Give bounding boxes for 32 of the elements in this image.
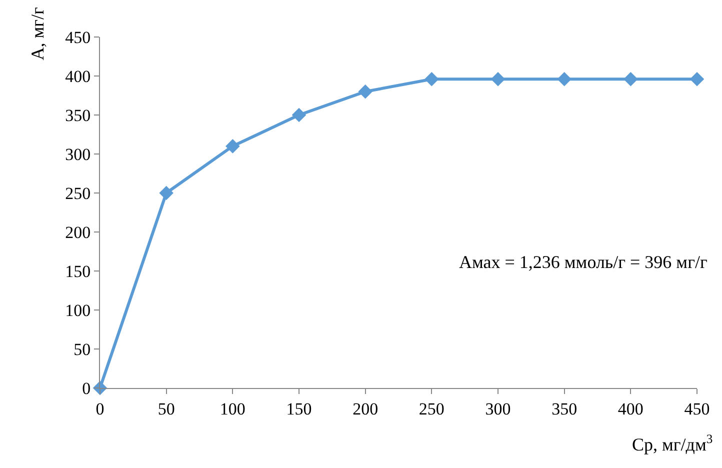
x-tick-label: 450 bbox=[684, 399, 710, 418]
y-tick-label: 50 bbox=[74, 340, 91, 359]
x-tick-label: 0 bbox=[96, 399, 104, 418]
y-tick-label: 300 bbox=[65, 144, 91, 164]
point bbox=[690, 72, 704, 86]
x-tick-label: 250 bbox=[418, 399, 444, 418]
point bbox=[490, 72, 506, 86]
y-tick-label: 450 bbox=[65, 28, 91, 47]
point bbox=[358, 84, 372, 99]
x-tick-label: 200 bbox=[352, 399, 378, 418]
x-tick-label: 300 bbox=[485, 399, 511, 418]
y-tick-label: 100 bbox=[65, 300, 91, 320]
x-tick-label: 100 bbox=[220, 399, 246, 418]
point bbox=[557, 72, 572, 86]
y-tick-label: 150 bbox=[65, 262, 91, 281]
point bbox=[624, 72, 638, 86]
point bbox=[226, 139, 240, 154]
x-tick-label: 150 bbox=[286, 399, 312, 418]
x-axis-title: Ср, мг/дм$^{3}$ bbox=[632, 432, 713, 455]
y-axis-title: А, мг/г bbox=[27, 7, 48, 60]
y-tick-label: 200 bbox=[65, 222, 91, 242]
y-tick-label: 250 bbox=[65, 184, 91, 203]
y-tick-label: 400 bbox=[65, 66, 91, 86]
point bbox=[292, 108, 306, 122]
y-tick-label: 350 bbox=[65, 106, 91, 125]
x-tick-label: 50 bbox=[158, 399, 175, 418]
annotation: Амах = 1,236 ммоль/г = 396 мг/г bbox=[459, 252, 708, 272]
x-tick-label: 350 bbox=[552, 399, 578, 418]
y-tick-label: 0 bbox=[82, 378, 91, 398]
x-tick-label: 400 bbox=[618, 399, 644, 418]
point bbox=[424, 72, 439, 86]
point bbox=[159, 186, 174, 200]
